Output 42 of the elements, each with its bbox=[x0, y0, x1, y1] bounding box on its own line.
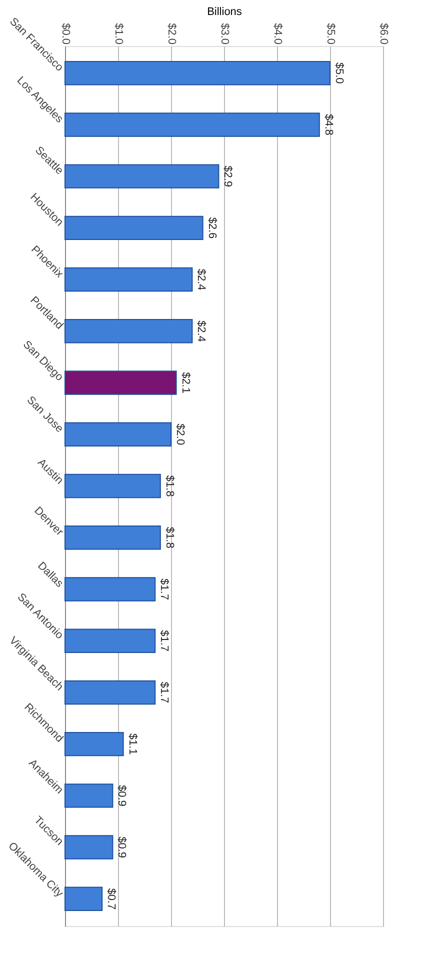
data-label: $4.8 bbox=[322, 114, 334, 136]
bar bbox=[64, 370, 177, 395]
data-label: $2.9 bbox=[222, 166, 234, 188]
data-label: $1.7 bbox=[158, 682, 170, 704]
bar bbox=[64, 784, 114, 808]
bar bbox=[64, 216, 204, 240]
data-label: $1.7 bbox=[158, 630, 170, 652]
data-label: $1.8 bbox=[163, 526, 176, 548]
data-label: $1.8 bbox=[163, 475, 176, 497]
bar bbox=[64, 680, 156, 705]
data-label: $2.0 bbox=[174, 424, 186, 446]
data-label: $2.4 bbox=[195, 320, 208, 342]
bar bbox=[64, 835, 114, 860]
bar bbox=[64, 628, 156, 653]
bar bbox=[64, 577, 156, 602]
x-tick-label: $0.0 bbox=[60, 23, 72, 44]
x-tick-label: $4.0 bbox=[272, 23, 284, 44]
data-label: $2.1 bbox=[179, 372, 192, 394]
data-label: $2.6 bbox=[206, 217, 218, 239]
data-label: $1.7 bbox=[158, 578, 170, 600]
bar bbox=[64, 112, 320, 137]
bar bbox=[64, 319, 193, 344]
bar bbox=[64, 164, 220, 188]
bar bbox=[64, 422, 172, 446]
x-tick-label: $1.0 bbox=[112, 23, 124, 44]
bar bbox=[64, 474, 161, 498]
x-tick-label: $5.0 bbox=[324, 23, 336, 44]
data-label: $0.9 bbox=[116, 836, 128, 858]
x-tick-label: $3.0 bbox=[218, 23, 230, 44]
bar bbox=[64, 267, 193, 292]
data-label: $0.7 bbox=[105, 888, 118, 910]
bar bbox=[64, 886, 103, 912]
bar bbox=[64, 60, 330, 86]
x-tick-label: $2.0 bbox=[166, 23, 178, 44]
data-label: $1.1 bbox=[126, 733, 138, 755]
data-label: $2.4 bbox=[195, 268, 208, 290]
bar bbox=[64, 526, 161, 550]
data-label: $0.9 bbox=[116, 784, 128, 806]
x-axis-title: Billions bbox=[207, 6, 242, 18]
x-tick-label: $6.0 bbox=[378, 23, 390, 44]
bar bbox=[64, 732, 124, 756]
data-label: $5.0 bbox=[333, 62, 345, 84]
